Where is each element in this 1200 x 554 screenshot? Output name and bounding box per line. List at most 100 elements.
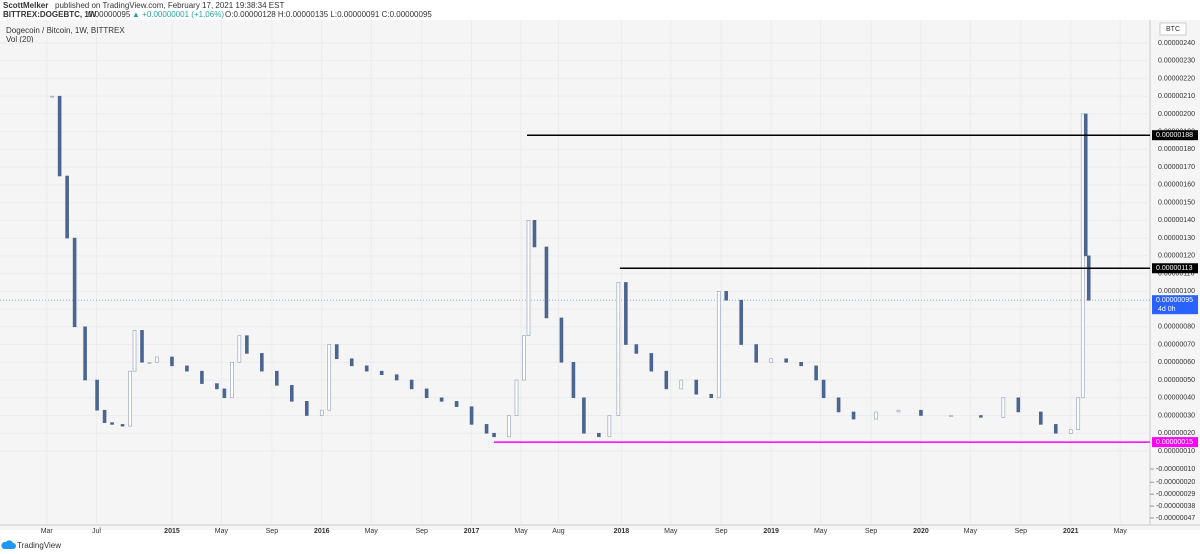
- candle: [260, 353, 264, 372]
- y2-tick-label: -0.00000020: [1156, 479, 1195, 486]
- candle: [319, 409, 324, 416]
- candle: [454, 401, 459, 407]
- x-tick-label: May: [664, 528, 678, 535]
- candle: [379, 370, 384, 376]
- candle: [1053, 424, 1058, 434]
- candle: [544, 246, 549, 319]
- candle: [394, 374, 399, 381]
- y2-tick-label: -0.00000029: [1156, 491, 1195, 498]
- candle: [128, 370, 132, 427]
- candle: [1068, 429, 1073, 434]
- brand: TradingView: [17, 541, 61, 550]
- candle: [72, 237, 77, 328]
- candle: [185, 365, 189, 372]
- x-tick-label: 2016: [314, 528, 330, 535]
- candle: [1080, 113, 1085, 399]
- candle: [694, 379, 699, 395]
- candle: [919, 409, 923, 416]
- candle: [484, 424, 489, 434]
- candle: [709, 393, 714, 399]
- candle: [120, 424, 125, 427]
- candle: [724, 291, 729, 301]
- author: ScottMelker: [3, 1, 48, 10]
- candle: [716, 291, 721, 399]
- candle: [237, 335, 242, 363]
- currency-box: [1159, 22, 1187, 36]
- x-tick-label: 2019: [763, 528, 779, 535]
- y-tick-label: 0.00000220: [1158, 75, 1195, 82]
- x-tick-label: Aug: [552, 528, 565, 535]
- candle: [200, 370, 204, 384]
- y-tick-label: 0.00000170: [1158, 164, 1195, 171]
- candle: [304, 401, 309, 416]
- x-tick-label: Sep: [865, 528, 878, 535]
- published: published on TradingView.com, February 1…: [55, 1, 284, 10]
- y-tick-label: 0.00000030: [1158, 412, 1195, 419]
- candle: [95, 379, 99, 411]
- candle: [1086, 255, 1091, 301]
- candle: [222, 388, 227, 399]
- candle: [559, 317, 564, 363]
- chart-title: Dogecoin / Bitcoin, 1W, BITTREX: [6, 26, 125, 35]
- y-tick-label: 0.00000020: [1158, 430, 1195, 437]
- candle: [57, 95, 62, 177]
- candle: [140, 330, 144, 363]
- y-tick-label: 0.00000150: [1158, 199, 1195, 206]
- y-tick-label: 0.00000010: [1158, 448, 1195, 455]
- candle: [679, 379, 684, 390]
- candle: [334, 344, 339, 360]
- candle: [514, 379, 519, 416]
- x-tick-label: May: [514, 528, 528, 535]
- symbol: BITTREX:DOGEBTC, 1W: [3, 10, 97, 19]
- candle: [327, 344, 332, 411]
- x-tick-label: 2020: [913, 528, 929, 535]
- y2-tick-label: -0.00000047: [1156, 515, 1195, 522]
- candle: [132, 330, 137, 372]
- last-price: 0.00000095: [88, 10, 131, 19]
- candle: [469, 406, 474, 425]
- last-price-box: [1152, 295, 1198, 315]
- candle: [215, 383, 219, 390]
- level-label: 0.00000113: [1156, 265, 1193, 272]
- candle: [439, 397, 444, 402]
- y-tick-label: 0.00000100: [1158, 288, 1195, 295]
- candle: [851, 411, 856, 420]
- y-tick-label: 0.00000110: [1158, 270, 1195, 277]
- level-label: 0.00000188: [1156, 132, 1193, 139]
- candle: [1083, 113, 1088, 257]
- candle: [230, 361, 234, 399]
- candle: [83, 326, 87, 381]
- candle: [607, 415, 612, 438]
- y-tick-label: 0.00000050: [1158, 377, 1195, 384]
- y-tick-label: 0.00000180: [1158, 146, 1195, 153]
- x-tick-label: 2015: [164, 528, 180, 535]
- currency: BTC: [1166, 26, 1180, 33]
- change: ▲ +0.00000001 (+1.06%): [132, 10, 224, 19]
- y-tick-label: 0.00000200: [1158, 111, 1195, 118]
- candle: [50, 95, 54, 98]
- candle: [522, 335, 526, 381]
- y2-tick-label: -0.00000038: [1156, 503, 1195, 510]
- candle: [147, 361, 152, 364]
- y-tick-label: 0.00000230: [1158, 58, 1195, 65]
- level-label-box: [1152, 130, 1198, 141]
- last-price-label: 0.00000095: [1156, 297, 1193, 304]
- candle: [649, 353, 654, 372]
- candle: [275, 370, 279, 386]
- x-tick-label: Sep: [1015, 528, 1028, 535]
- candle: [739, 299, 744, 345]
- candle: [874, 411, 878, 420]
- x-tick-label: 2021: [1063, 528, 1079, 535]
- candle: [1076, 397, 1081, 431]
- level-label: 0.00000015: [1156, 439, 1193, 446]
- candle: [814, 365, 818, 381]
- x-tick-label: May: [964, 528, 978, 535]
- candle: [616, 282, 621, 416]
- candle: [507, 415, 511, 438]
- x-tick-label: Jul: [92, 528, 101, 535]
- level-label-box: [1152, 437, 1198, 448]
- candle: [424, 388, 429, 399]
- logo: [1, 540, 16, 549]
- candle: [110, 422, 114, 425]
